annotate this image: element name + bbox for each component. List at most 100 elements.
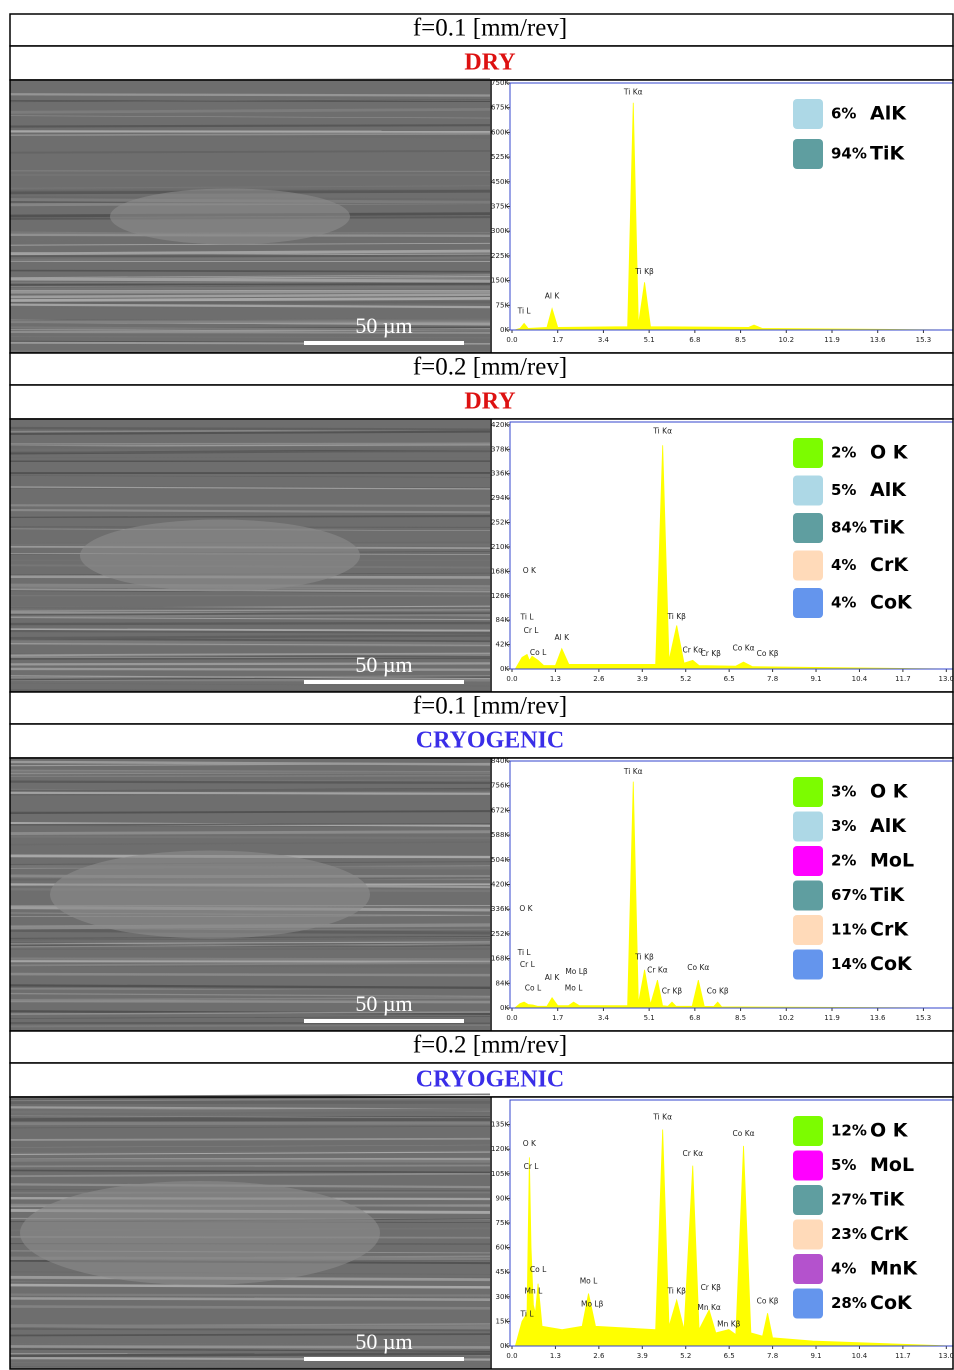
sem-streak	[9, 1172, 491, 1178]
x-tick-label: 2.6	[593, 675, 605, 683]
peak-label: Ti L	[520, 613, 535, 622]
sem-streak	[9, 640, 491, 645]
y-tick-label: 525K	[491, 153, 509, 161]
y-tick-label: 75K	[496, 1219, 510, 1227]
condition-cell	[9, 384, 954, 420]
y-tick-label: 168K	[491, 567, 509, 575]
sem-streak	[9, 607, 491, 610]
sem-streak	[9, 475, 491, 478]
feed-label: f=0.2 [mm/rev]	[413, 354, 567, 381]
legend-percent: 3%	[831, 817, 856, 835]
y-tick-label: 0K	[500, 1342, 509, 1350]
x-tick-label: 9.1	[810, 1352, 821, 1360]
x-tick-label: 11.9	[824, 336, 840, 344]
legend-swatch	[793, 811, 823, 842]
peak-label: Ti Kβ	[634, 267, 654, 276]
peak-label: Mo Lβ	[565, 967, 588, 976]
x-tick-label: 3.9	[637, 675, 648, 683]
legend-element: O K	[870, 442, 909, 464]
sem-streak	[9, 1324, 491, 1330]
x-tick-label: 1.3	[550, 1352, 561, 1360]
sem-streak	[9, 514, 491, 519]
sem-streak	[9, 780, 491, 785]
scale-bar-label: 50 µm	[355, 991, 412, 1016]
sem-streak	[9, 444, 491, 447]
legend-percent: 23%	[831, 1225, 867, 1243]
peak-label: Cr Kβ	[701, 649, 722, 658]
peak-label: Ti Kα	[623, 88, 643, 97]
legend-element: CrK	[870, 919, 909, 941]
sem-streak	[9, 284, 491, 289]
sem-streak	[9, 93, 491, 97]
y-tick-label: 105K	[491, 1170, 509, 1178]
legend-element: MoL	[870, 850, 914, 872]
wear-region	[80, 519, 360, 592]
x-tick-label: 15.3	[916, 336, 932, 344]
sem-streak	[9, 1342, 491, 1344]
y-tick-label: 45K	[496, 1268, 510, 1276]
sem-streak	[9, 303, 491, 309]
sem-streak	[9, 149, 491, 154]
sem-streak	[9, 614, 491, 618]
legend-element: TiK	[870, 143, 905, 165]
y-tick-label: 90K	[496, 1194, 510, 1202]
sem-streak	[9, 1169, 491, 1174]
sem-streak	[9, 512, 491, 517]
peak-label: Mo Lβ	[581, 1300, 604, 1309]
x-tick-label: 10.4	[852, 675, 868, 683]
legend-element: CrK	[870, 1223, 909, 1245]
y-tick-label: 60K	[496, 1244, 510, 1252]
peak-label: Ti L	[520, 1309, 535, 1318]
y-tick-label: 336K	[491, 470, 509, 478]
sem-streak	[9, 132, 491, 137]
feed-label: f=0.2 [mm/rev]	[413, 1032, 567, 1059]
sem-streak	[9, 170, 491, 173]
y-tick-label: 378K	[491, 445, 509, 453]
legend-swatch	[793, 475, 823, 506]
sem-streak	[9, 689, 491, 692]
sem-streak	[9, 999, 491, 1004]
sem-streak	[9, 256, 491, 262]
peak-label: Co Kβ	[707, 986, 729, 995]
peak-label: Cr Kβ	[701, 1283, 722, 1292]
peak-label: Mn Kβ	[717, 1319, 741, 1328]
legend-element: MoL	[870, 1154, 914, 1176]
y-tick-label: 600K	[491, 128, 509, 136]
peak-label: O K	[523, 566, 537, 575]
sem-streak	[9, 943, 491, 947]
sem-streak	[9, 286, 491, 290]
legend-element: CrK	[870, 554, 909, 576]
sem-streak	[9, 486, 491, 490]
y-tick-label: 252K	[491, 519, 509, 527]
y-tick-label: 120K	[491, 1145, 509, 1153]
sem-streak	[9, 1345, 491, 1349]
x-tick-label: 0.0	[506, 675, 517, 683]
sem-streak	[9, 320, 491, 324]
y-tick-label: 210K	[491, 543, 509, 551]
header-cell	[9, 1030, 954, 1064]
sem-streak	[9, 957, 491, 961]
x-tick-label: 6.5	[724, 675, 735, 683]
sem-streak	[9, 1024, 491, 1028]
sem-streak	[9, 984, 491, 989]
peak-label: Co L	[525, 983, 542, 992]
legend-swatch	[793, 777, 823, 807]
y-tick-label: 300K	[491, 227, 509, 235]
sem-streak	[9, 992, 491, 998]
sem-streak	[9, 985, 491, 991]
y-tick-label: 135K	[491, 1121, 509, 1129]
chart-background	[492, 758, 953, 1031]
sem-streak	[9, 1164, 491, 1168]
condition-label: DRY	[464, 50, 515, 76]
legend-swatch	[793, 1185, 823, 1215]
sem-streak	[9, 252, 491, 256]
y-tick-label: 225K	[491, 252, 509, 260]
peak-label: Cr Kα	[682, 1149, 703, 1158]
y-tick-label: 672K	[491, 806, 509, 814]
panel-border	[9, 1096, 954, 1370]
legend-element: AlK	[870, 815, 907, 837]
y-tick-label: 840K	[491, 757, 509, 765]
x-tick-label: 10.4	[852, 1352, 868, 1360]
peak-label: Ti Kα	[623, 767, 643, 776]
